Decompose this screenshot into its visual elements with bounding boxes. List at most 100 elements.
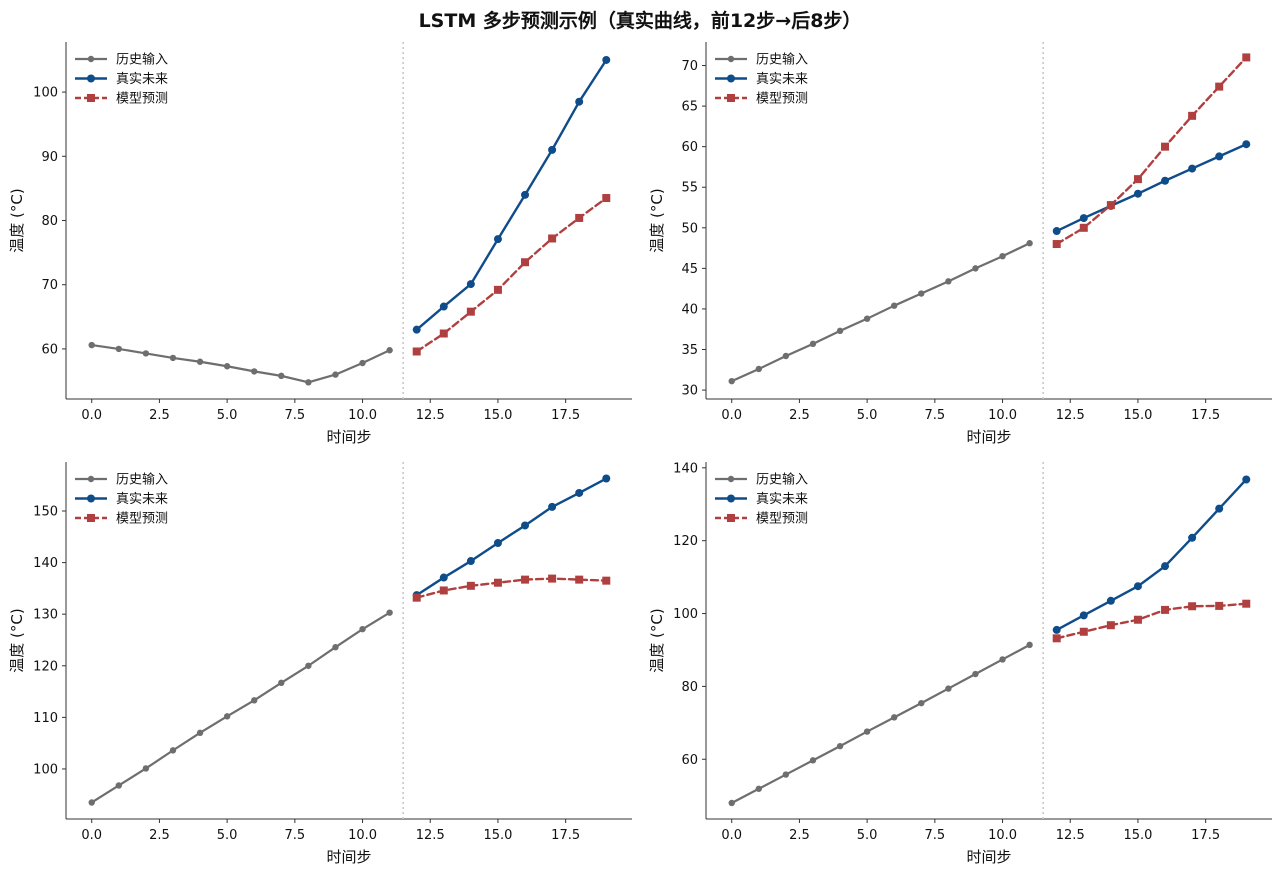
data-point-pred <box>548 234 557 243</box>
y-tick-label: 140 <box>673 461 698 476</box>
legend-label-pred: 模型预测 <box>116 92 168 107</box>
data-point-history <box>999 656 1006 663</box>
y-tick-label: 90 <box>41 150 58 165</box>
chart-panel-bottom-left: 0.0 2.5 5.0 7.5 10.0 12.5 15.0 17.5 100 110 120 130… <box>8 462 632 866</box>
data-point-truth <box>439 573 448 582</box>
data-point-pred <box>1242 53 1251 62</box>
data-point-history <box>1026 641 1033 649</box>
series-line-history <box>730 643 1031 805</box>
x-tick-label: 12.5 <box>416 828 445 843</box>
data-point-pred <box>1079 223 1088 232</box>
data-point-truth <box>1188 164 1197 173</box>
data-point-pred <box>1188 111 1197 120</box>
data-point-history <box>332 644 339 651</box>
x-tick-label: 15.0 <box>1123 828 1152 843</box>
y-tick-label: 45 <box>681 262 698 277</box>
legend-label-truth: 真实未来 <box>116 492 168 507</box>
y-tick-label: 100 <box>673 607 698 622</box>
y-tick-label: 120 <box>33 659 58 674</box>
data-point-truth <box>548 145 557 154</box>
y-tick-label: 70 <box>41 278 58 293</box>
series-line-truth <box>415 58 608 331</box>
data-point-history <box>945 278 952 285</box>
data-point-history <box>359 625 366 633</box>
data-point-history <box>918 290 925 297</box>
legend-label-history: 历史输入 <box>116 472 168 488</box>
data-point-history <box>115 782 123 789</box>
x-tick-label: 10.0 <box>988 828 1017 843</box>
data-point-truth <box>575 97 584 106</box>
data-point-history <box>386 347 393 354</box>
data-point-pred <box>466 581 475 590</box>
data-point-history <box>972 670 979 678</box>
data-point-truth <box>521 521 530 530</box>
y-tick-label: 80 <box>681 680 698 695</box>
series-line-truth <box>1055 143 1248 233</box>
x-tick-label: 10.0 <box>348 828 377 843</box>
data-point-pred <box>521 258 530 267</box>
data-point-history <box>755 365 763 373</box>
data-point-pred <box>575 575 584 584</box>
data-point-history <box>728 799 735 807</box>
data-point-history <box>251 697 258 704</box>
legend-label-history: 历史输入 <box>756 52 808 68</box>
data-point-history <box>918 699 925 707</box>
legend-label-truth: 真实未来 <box>756 492 808 507</box>
data-point-history <box>1026 240 1033 247</box>
data-point-truth <box>1188 533 1197 542</box>
data-point-pred <box>1188 602 1197 611</box>
data-point-history <box>278 372 285 380</box>
data-point-truth <box>1052 625 1061 634</box>
series-line-truth <box>415 477 608 597</box>
data-point-pred <box>1215 82 1224 91</box>
data-point-pred <box>1079 627 1088 636</box>
x-tick-label: 15.0 <box>1123 408 1152 423</box>
data-point-history <box>251 368 258 375</box>
data-point-pred <box>1161 142 1170 151</box>
legend-marker-truth <box>727 74 735 83</box>
data-point-history <box>115 345 123 353</box>
data-point-pred <box>1106 621 1115 630</box>
data-point-truth <box>466 280 475 289</box>
x-tick-label: 7.5 <box>924 828 945 843</box>
legend-marker-pred <box>87 94 95 102</box>
y-tick-label: 100 <box>33 86 58 101</box>
data-point-truth <box>575 488 584 497</box>
x-tick-label: 15.0 <box>483 408 512 423</box>
x-tick-label: 5.0 <box>857 828 878 843</box>
data-point-history <box>809 757 817 764</box>
data-point-truth <box>602 474 611 483</box>
x-axis-label: 时间步 <box>326 848 371 866</box>
data-point-truth <box>1215 152 1224 161</box>
y-tick-label: 120 <box>673 534 698 549</box>
data-point-history <box>142 350 150 357</box>
legend-marker-pred <box>87 514 95 522</box>
legend-marker-history <box>727 55 735 63</box>
x-tick-label: 12.5 <box>1056 408 1085 423</box>
data-point-history <box>196 358 204 365</box>
data-point-pred <box>575 213 584 222</box>
data-point-history <box>332 371 339 378</box>
series-line-pred <box>1055 602 1248 640</box>
data-point-truth <box>1133 189 1142 198</box>
series-line-truth <box>1055 478 1248 632</box>
x-tick-label: 0.0 <box>81 828 102 843</box>
legend-marker-history <box>727 475 735 483</box>
data-point-history <box>88 799 95 806</box>
data-point-history <box>169 354 177 362</box>
data-point-truth <box>1133 582 1142 591</box>
x-tick-label: 0.0 <box>721 828 742 843</box>
legend-label-truth: 真实未来 <box>116 72 168 87</box>
legend-label-pred: 模型预测 <box>116 512 168 527</box>
data-point-history <box>728 377 735 385</box>
y-tick-label: 55 <box>681 181 698 196</box>
legend-marker-pred <box>727 94 735 102</box>
y-axis-label: 温度 (°C) <box>8 608 26 672</box>
x-tick-label: 7.5 <box>284 408 305 423</box>
y-axis-label: 温度 (°C) <box>648 608 666 672</box>
data-point-pred <box>1215 601 1224 610</box>
data-point-truth <box>1106 596 1115 605</box>
data-point-truth <box>602 55 611 64</box>
data-point-history <box>999 253 1006 260</box>
data-point-history <box>223 363 231 370</box>
